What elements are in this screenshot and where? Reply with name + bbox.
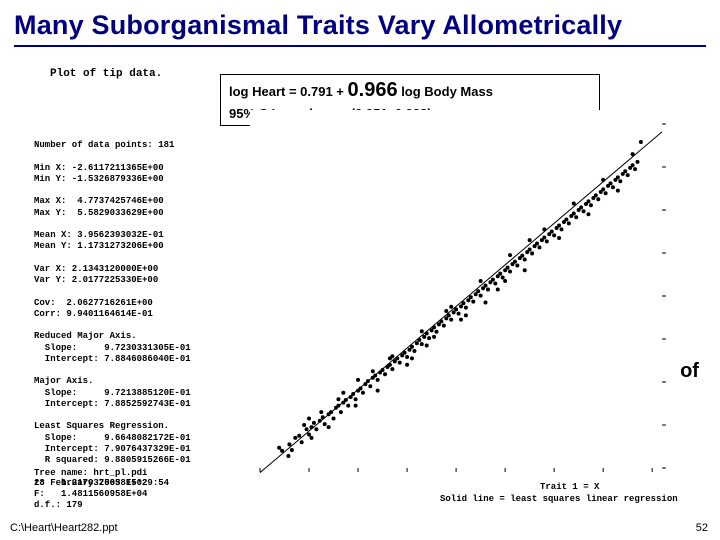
footer-filepath: C:\Heart\Heart282.ppt: [10, 522, 118, 534]
equation-line: log Heart = 0.791 + 0.966 log Body Mass: [229, 79, 591, 102]
tree-timestamp: Tree name: hrt_pl.pdi 28 February 2003 1…: [34, 468, 169, 488]
regression-label: Solid line = least squares linear regres…: [440, 494, 678, 504]
plot-area: Plot of tip data. log Heart = 0.791 + 0.…: [20, 60, 700, 510]
slide-number: 52: [696, 522, 708, 534]
scatter-chart: [250, 110, 680, 490]
stats-block: Number of data points: 181 Min X: -2.611…: [34, 140, 244, 511]
eq-suffix: log Body Mass: [398, 84, 493, 99]
trait-label: Trait 1 = X: [540, 482, 599, 492]
eq-prefix: log Heart = 0.791 +: [229, 84, 348, 99]
eq-slope: 0.966: [348, 79, 398, 101]
plot-label: Plot of tip data.: [50, 68, 162, 80]
title-rule: [14, 45, 706, 47]
slide-title: Many Suborganismal Traits Vary Allometri…: [0, 0, 720, 45]
